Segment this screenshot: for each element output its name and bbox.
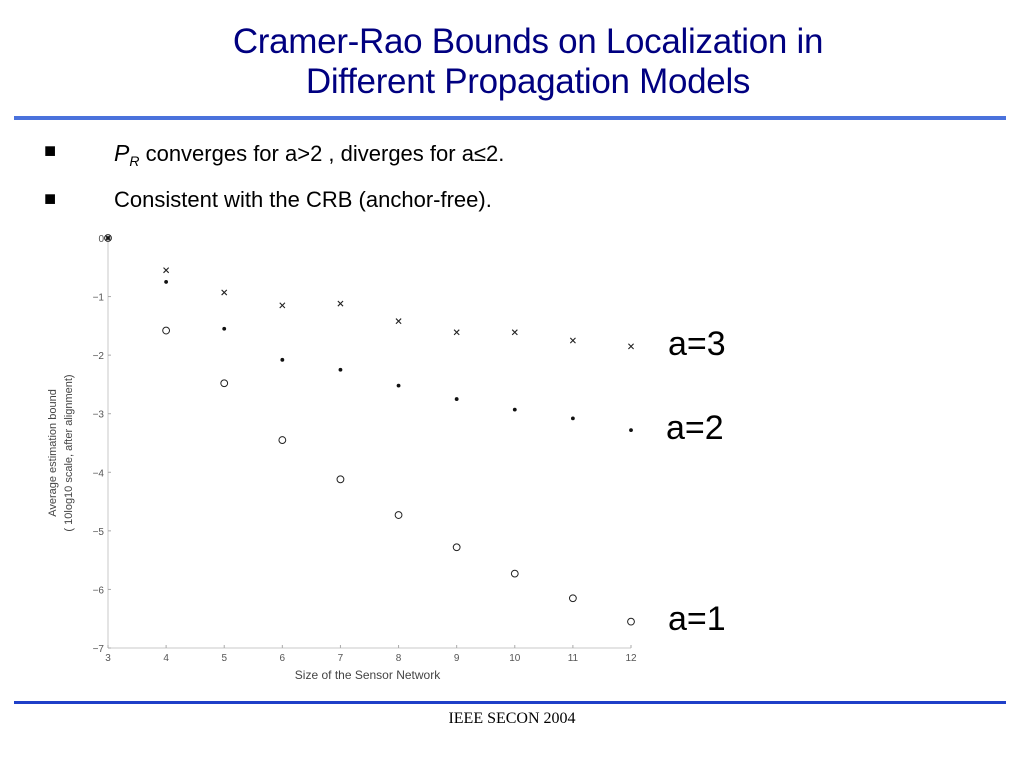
point-a3-8 <box>395 318 402 325</box>
point-a1-9 <box>452 543 461 552</box>
title-divider <box>14 116 1006 120</box>
point-a3-10 <box>511 329 518 336</box>
x-tick-label: 7 <box>338 653 344 664</box>
footer-divider <box>14 701 1006 704</box>
point-a1-11 <box>568 594 577 603</box>
y-axis-label-line1: Average estimation bound <box>47 389 59 517</box>
point-a2-9 <box>454 397 459 401</box>
y-tick-label: −3 <box>93 410 105 421</box>
point-a3-7 <box>337 300 344 307</box>
point-a1-8 <box>394 511 403 519</box>
bullet-text-2: Consistent with the CRB (anchor-free). <box>114 187 492 212</box>
point-a3-5 <box>221 289 228 296</box>
x-tick-label: 8 <box>396 653 402 664</box>
point-a2-7 <box>338 367 343 372</box>
y-tick-label: −4 <box>93 468 105 479</box>
series-label-a2: a=2 <box>648 409 748 448</box>
point-a2-4 <box>164 280 169 284</box>
point-a3-11 <box>569 337 576 344</box>
point-a2-8 <box>396 383 401 388</box>
y-tick-label: 0 <box>98 234 104 245</box>
x-tick-label: 9 <box>454 653 460 664</box>
y-tick-label: −7 <box>93 644 105 655</box>
y-tick-label: −5 <box>93 527 105 538</box>
pr-variable: P <box>114 140 130 166</box>
point-a2-6 <box>280 357 285 362</box>
y-tick-label: −2 <box>93 351 105 362</box>
y-tick-label: −6 <box>93 585 105 596</box>
title-line-1: Cramer-Rao Bounds on Localization in <box>232 22 824 61</box>
x-tick-label: 12 <box>625 653 637 664</box>
series-label-a3: a=3 <box>648 325 748 364</box>
series-label-a1: a=1 <box>648 600 748 639</box>
x-tick-label: 3 <box>105 653 111 664</box>
x-tick-label: 11 <box>568 653 579 664</box>
bullet-marker-2: ■ <box>44 188 57 210</box>
x-axis-label: Size of the Sensor Network <box>295 668 441 682</box>
point-a3-6 <box>279 302 286 309</box>
point-a3-12 <box>628 343 634 350</box>
point-a2-12 <box>629 428 633 433</box>
y-tick-label: −1 <box>93 293 105 304</box>
point-a1-3 <box>104 234 112 242</box>
point-a3-9 <box>453 329 460 336</box>
point-a2-11 <box>570 416 575 421</box>
bullet-marker-1: ■ <box>44 140 57 162</box>
x-tick-label: 4 <box>163 653 169 664</box>
x-tick-label: 5 <box>221 653 227 664</box>
x-tick-label: 6 <box>280 653 286 664</box>
title-line-2: Different Propagation Models <box>305 62 751 101</box>
point-a3-4 <box>163 267 170 274</box>
point-a1-6 <box>278 436 287 444</box>
footer-text: IEEE SECON 2004 <box>448 710 576 727</box>
point-a2-10 <box>512 407 517 412</box>
point-a1-10 <box>510 569 519 578</box>
point-a2-3 <box>106 236 110 240</box>
slide-title: Cramer-Rao Bounds on Localization in Dif… <box>0 22 1024 102</box>
point-a1-5 <box>220 379 229 388</box>
x-tick-label: 10 <box>509 653 521 664</box>
point-a1-12 <box>627 617 635 626</box>
pr-subscript: R <box>129 153 140 169</box>
bullet-text-1: PR converges for a>2 , diverges for a≤2. <box>114 140 505 169</box>
point-a1-4 <box>162 326 171 335</box>
y-axis-label-line2: ( 10log10 scale, after alignment) <box>63 374 75 531</box>
bullet-1-body: converges for a>2 , diverges for a≤2. <box>139 141 505 166</box>
point-a2-5 <box>222 326 227 331</box>
point-a1-7 <box>336 475 345 484</box>
